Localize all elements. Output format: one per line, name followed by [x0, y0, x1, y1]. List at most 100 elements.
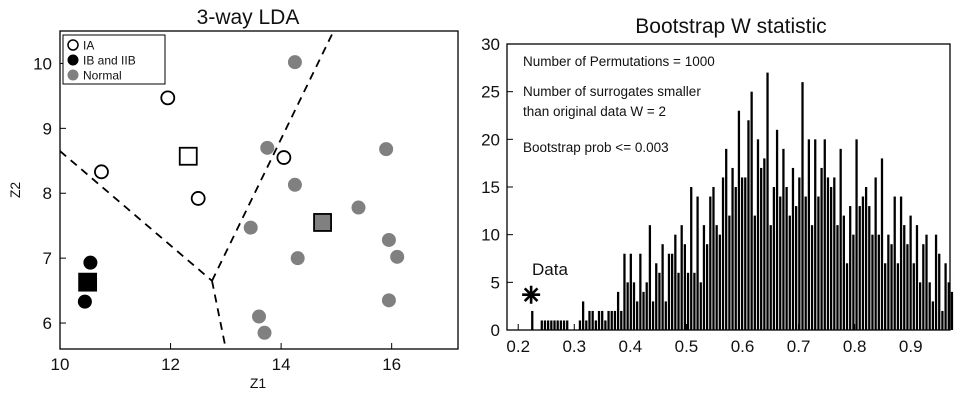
lda-point [276, 150, 292, 165]
lda-boundary-line [211, 30, 335, 282]
lda-boundary-line [211, 280, 227, 350]
bootstrap-bar [658, 272, 661, 330]
lda-point [257, 325, 272, 340]
bootstrap-bar [906, 244, 909, 330]
lda-ytick-label: 6 [43, 314, 52, 333]
bootstrap-ytick-label: 15 [481, 178, 500, 197]
lda-point [94, 164, 109, 180]
bootstrap-bar [655, 263, 658, 330]
bootstrap-xtick-label: 0.4 [619, 337, 643, 356]
bootstrap-bar [861, 196, 865, 330]
bootstrap-data-asterisk-stroke [523, 287, 539, 303]
lda-xtick-label: 10 [51, 355, 70, 374]
lda-point [351, 200, 366, 215]
bootstrap-bar [858, 206, 861, 330]
bootstrap-xtick-label: 0.7 [787, 337, 811, 356]
lda-point [190, 191, 206, 206]
bootstrap-bar [667, 253, 671, 330]
lda-point [243, 220, 258, 235]
lda-point [381, 293, 396, 308]
bootstrap-bar [626, 282, 629, 330]
bootstrap-bar [737, 110, 741, 330]
bootstrap-bar [550, 320, 553, 330]
bootstrap-bar [877, 234, 880, 330]
lda-ytick-label: 7 [43, 249, 52, 268]
lda-legend-label: IA [83, 39, 94, 53]
bootstrap-bar [938, 253, 941, 330]
bootstrap-bar [645, 282, 648, 330]
bootstrap-bar [890, 244, 893, 330]
lda-point [287, 177, 302, 192]
lda-ticks: 10 12 14 16 6 7 8 9 10 [33, 54, 401, 374]
bootstrap-annotation: Number of surrogates smaller [523, 84, 701, 99]
bootstrap-bar [690, 187, 693, 330]
bootstrap-ytick-label: 0 [491, 321, 500, 340]
bootstrap-bar [686, 272, 690, 330]
bootstrap-annotation: Number of Permutations = 1000 [523, 54, 715, 69]
lda-point [381, 232, 396, 247]
bootstrap-bar [750, 91, 753, 331]
bootstrap-ticks: 0.2 0.3 0.4 0.5 0.6 0.7 0.8 0.9 0 5 10 15 20 25 30 [481, 35, 922, 356]
lda-legend-box [62, 34, 166, 85]
bootstrap-bar [744, 177, 747, 330]
lda-point [160, 90, 176, 106]
bootstrap-bar [925, 234, 928, 330]
bootstrap-annotation: than original data W = 2 [523, 104, 666, 119]
lda-legend-label: IB and IIB [83, 54, 136, 68]
bootstrap-bar [543, 320, 547, 330]
lda-xtick-label: 14 [272, 355, 291, 374]
bootstrap-bar [915, 225, 919, 330]
bootstrap-xtick-label: 0.3 [562, 337, 586, 356]
bootstrap-bar [671, 253, 674, 330]
bootstrap-bar [791, 167, 795, 330]
bootstrap-bar [661, 244, 664, 330]
bootstrap-bar [677, 272, 680, 330]
bootstrap-bar [651, 301, 655, 330]
bootstrap-bar [801, 82, 804, 330]
bootstrap-bar [944, 263, 947, 330]
bootstrap-bar [795, 206, 798, 330]
lda-xlabel: Z1 [250, 375, 267, 391]
lda-point [83, 255, 98, 270]
bootstrap-bar [715, 225, 718, 330]
lda-axes-box [59, 30, 459, 350]
bootstrap-bar [648, 225, 652, 330]
bootstrap-bar [607, 310, 610, 330]
bootstrap-bar [820, 167, 823, 330]
bootstrap-xtick-label: 0.9 [899, 337, 923, 356]
bootstrap-bar [531, 310, 534, 330]
bootstrap-bar [788, 215, 791, 330]
bootstrap-bar [852, 234, 855, 330]
bootstrap-bar [760, 167, 763, 330]
bootstrap-bar [814, 139, 817, 330]
bootstrap-bar [785, 187, 788, 330]
bootstrap-bar [718, 234, 721, 330]
bootstrap-bar [909, 215, 912, 330]
bootstrap-bar [699, 282, 702, 330]
bootstrap-ytick-label: 5 [491, 273, 500, 292]
bootstrap-bar [581, 301, 585, 330]
bootstrap-bar [842, 215, 845, 330]
bootstrap-bar [782, 148, 785, 330]
bootstrap-bar [817, 196, 820, 330]
bootstrap-annotations: Number of Permutations = 1000 Number of s… [523, 54, 715, 155]
bootstrap-bar [899, 196, 903, 330]
lda-point [390, 249, 405, 264]
bootstrap-bar [731, 167, 734, 330]
bootstrap-bar [941, 310, 944, 330]
bootstrap-bar [601, 310, 604, 330]
bootstrap-bar [922, 244, 925, 330]
bootstrap-bar [798, 177, 801, 330]
bootstrap-bar [833, 177, 836, 330]
bootstrap-bar [893, 196, 896, 330]
bootstrap-bar [928, 282, 931, 330]
bootstrap-bar [775, 129, 779, 330]
bootstrap-bar [753, 215, 756, 330]
bootstrap-ytick-label: 10 [481, 226, 500, 245]
bootstrap-bar [931, 301, 935, 330]
bootstrap-ytick-label: 20 [481, 130, 500, 149]
lda-point [290, 251, 305, 266]
